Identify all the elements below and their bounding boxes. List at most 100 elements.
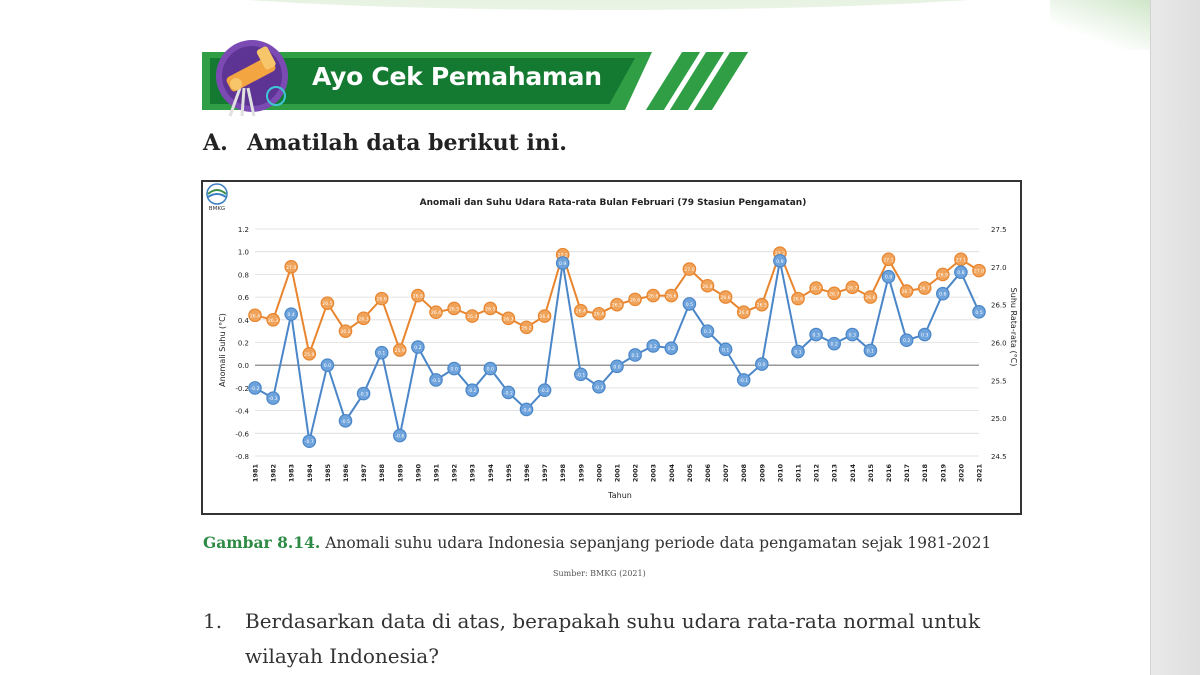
temperature-data-label: 26.3 [358, 316, 368, 322]
anomaly-data-label: 0.1 [794, 350, 801, 356]
temperature-data-point [411, 288, 425, 303]
x-tick-label: 2012 [813, 464, 821, 482]
anomaly-data-label: -0.2 [540, 388, 549, 394]
x-tick-label: 2016 [885, 464, 893, 483]
anomaly-data-label: 0.8 [885, 275, 892, 281]
chart-plot: Anomali dan Suhu Udara Rata-rata Bulan F… [218, 198, 1018, 500]
temperature-data-point [972, 263, 986, 278]
temperature-data-label: 27.2 [558, 253, 568, 259]
anomaly-data-label: 0.0 [758, 362, 765, 368]
temperature-data-label: 26.9 [938, 272, 948, 278]
anomaly-data-label: -0.6 [395, 434, 404, 440]
temperature-data-point [881, 252, 896, 267]
temperature-data-point [393, 343, 407, 357]
x-tick-label: 2007 [722, 464, 730, 482]
y-right-tick-label: 24.5 [991, 453, 1007, 461]
anomaly-data-point [592, 379, 606, 394]
anomaly-data-point [791, 344, 805, 359]
anomaly-data-point [302, 434, 317, 449]
anomaly-data-point [519, 402, 534, 417]
temperature-data-label: 27.1 [956, 257, 966, 263]
y-left-tick-label: 0.0 [238, 362, 249, 370]
anomaly-data-point [809, 327, 823, 342]
temperature-data-point [592, 306, 606, 321]
anomaly-data-label: 0.1 [631, 353, 638, 359]
temperature-data-label: 26.2 [340, 329, 350, 335]
x-tick-label: 1986 [342, 464, 350, 483]
anomaly-data-point [429, 373, 443, 387]
anomaly-data-label: 0.6 [939, 292, 946, 298]
anomaly-data-point [483, 361, 498, 376]
x-tick-label: 1993 [469, 464, 477, 482]
temperature-data-label: 26.6 [377, 297, 387, 303]
temperature-data-point [700, 278, 715, 293]
temperature-data-label: 27.1 [883, 257, 893, 263]
y-left-tick-label: 0.2 [238, 340, 249, 348]
anomaly-data-point [284, 307, 298, 321]
temperature-data-point [302, 347, 317, 361]
temperature-data-label: 26.3 [268, 318, 278, 324]
anomaly-data-point [610, 359, 624, 374]
x-tick-label: 1981 [252, 464, 260, 483]
anomaly-data-label: 0.3 [849, 333, 856, 339]
temperature-data-point [284, 260, 298, 274]
anomaly-data-point [754, 357, 769, 371]
temperature-data-label: 26.4 [467, 314, 477, 320]
y-left-tick-label: 1.0 [238, 249, 249, 257]
temperature-data-label: 26.5 [322, 301, 332, 307]
x-tick-label: 1997 [541, 464, 549, 482]
x-tick-label: 2018 [921, 464, 929, 483]
x-tick-label: 1998 [559, 464, 567, 483]
anomaly-data-label: -0.2 [468, 388, 477, 394]
x-tick-label: 2008 [740, 464, 748, 483]
temperature-data-label: 26.5 [612, 303, 622, 309]
y-right-tick-label: 26.0 [991, 340, 1007, 348]
anomaly-data-point [393, 428, 407, 443]
y-right-tick-label: 25.0 [991, 415, 1007, 423]
section-heading: A. Amatilah data berikut ini. [203, 130, 567, 156]
temperature-data-label: 26.6 [666, 294, 676, 300]
y-right-tick-label: 25.5 [991, 377, 1007, 385]
anomaly-data-point [646, 339, 660, 353]
x-tick-label: 1995 [505, 464, 513, 483]
y-left-tick-label: -0.4 [235, 408, 249, 416]
temperature-data-label: 26.7 [811, 286, 821, 292]
anomaly-data-label: -0.7 [305, 439, 314, 445]
anomaly-data-label: 0.3 [812, 333, 819, 339]
temperature-data-point [718, 290, 733, 304]
telescope-icon [216, 40, 288, 117]
x-tick-label: 2005 [686, 464, 694, 483]
temperature-data-label: 26.6 [413, 294, 423, 300]
anomaly-data-label: -0.1 [576, 372, 585, 378]
anomaly-data-label: 0.2 [650, 344, 657, 350]
anomaly-data-label: 0.2 [903, 338, 910, 344]
anomaly-data-point [718, 342, 733, 357]
anomaly-data-label: -0.2 [594, 385, 603, 391]
anomaly-data-point [573, 367, 588, 382]
anomaly-data-point [935, 286, 950, 301]
temperature-data-label: 27.0 [286, 265, 296, 271]
bmkg-logo-text: BMKG [209, 206, 225, 212]
temperature-data-point [429, 305, 443, 320]
temperature-data-label: 26.4 [576, 309, 586, 315]
x-tick-label: 2021 [976, 464, 984, 483]
anomaly-data-point [700, 324, 715, 338]
anomaly-data-point [827, 336, 841, 351]
temperature-data-label: 26.4 [739, 310, 749, 316]
anomaly-data-label: -0.1 [739, 378, 748, 384]
x-tick-label: 2003 [650, 464, 658, 482]
anomaly-data-label: 0.0 [324, 363, 331, 369]
anomaly-data-point [628, 348, 642, 362]
temperature-data-point [664, 288, 679, 303]
temperature-data-label: 26.4 [250, 313, 260, 319]
temperature-data-label: 26.6 [648, 294, 658, 300]
y-left-tick-label: 0.4 [238, 317, 250, 325]
anomaly-data-point [411, 340, 425, 354]
y-left-tick-label: 0.6 [238, 294, 250, 302]
x-tick-label: 1996 [523, 464, 531, 483]
anomaly-data-label: 0.1 [378, 351, 385, 357]
anomaly-data-point [954, 265, 968, 279]
temperature-data-point [465, 309, 479, 323]
x-tick-label: 1985 [324, 464, 332, 483]
figure-caption: Gambar 8.14. Anomali suhu udara Indonesi… [203, 533, 991, 552]
